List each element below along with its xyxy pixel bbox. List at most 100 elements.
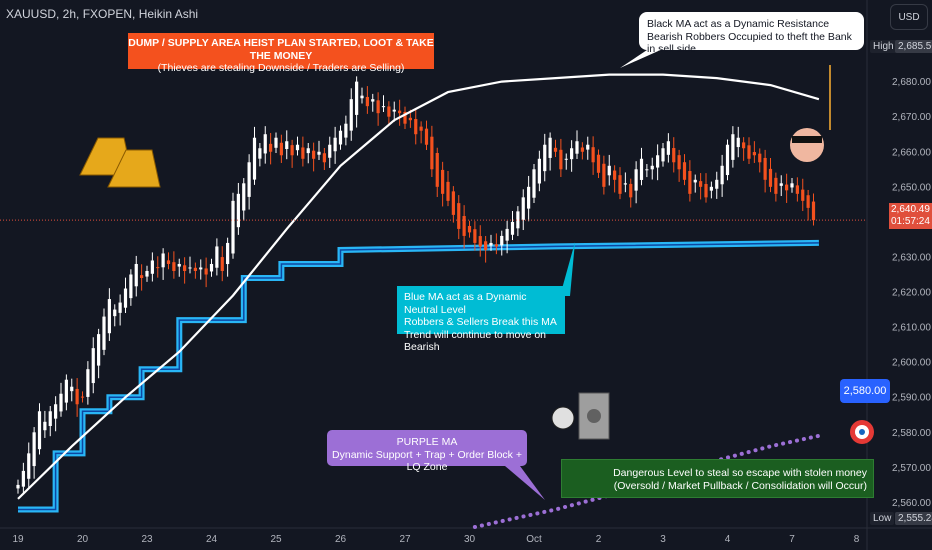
current-price-value: 2,640.49 [891, 204, 930, 215]
x-tick-label: 20 [77, 534, 89, 545]
candle-body [145, 270, 149, 277]
candle-body [779, 183, 783, 186]
x-tick-label: 2 [596, 534, 602, 545]
candle-body [435, 152, 439, 187]
candle-body [586, 144, 590, 150]
candle-body [500, 235, 504, 246]
dump-annotation: DUMP / SUPPLY AREA HEIST PLAN STARTED, L… [128, 33, 434, 74]
candle-body [521, 197, 525, 220]
safe-dial [587, 409, 601, 423]
candle-body [639, 158, 644, 180]
candle-body [548, 137, 552, 158]
y-tick-label: 2,610.00 [892, 323, 931, 334]
black-ma-annotation: Black MA act as a Dynamic Resistance Bea… [639, 12, 864, 55]
blue-callout-pointer [560, 242, 575, 296]
candle-body [118, 302, 122, 313]
candle-body [27, 453, 31, 479]
candle-body [505, 228, 509, 241]
candle-body [430, 136, 434, 170]
candle-body [301, 147, 305, 159]
candle-body [312, 150, 316, 159]
candle-body [704, 183, 708, 198]
x-tick-label: 23 [141, 534, 153, 545]
candle-body [570, 148, 574, 160]
candle-body [166, 260, 171, 264]
blue-ma-annotation: Blue MA act as a Dynamic Neutral Level R… [397, 286, 565, 353]
candle-body [134, 263, 138, 287]
candle-body [553, 147, 558, 152]
purple-ma-line-1: PURPLE MA [396, 436, 458, 448]
candle-body [75, 388, 79, 405]
black-ma-line-2: Bearish Robbers Occupied to theft the Ba… [647, 30, 852, 56]
candle-body [102, 316, 106, 350]
candle-body [403, 111, 407, 124]
candle-body [290, 145, 294, 156]
y-tick-label: 2,620.00 [892, 288, 931, 299]
y-tick-label: 2,650.00 [892, 182, 931, 193]
symbol-title: XAUUSD, 2h, FXOPEN, Heikin Ashi [6, 7, 199, 21]
candle-body [419, 126, 423, 131]
candle-body [161, 253, 165, 268]
candle-body [661, 148, 665, 162]
high-tag: High [870, 40, 897, 53]
candle-body [263, 134, 267, 154]
candle-body [618, 175, 622, 194]
purple-ma-annotation: PURPLE MA Dynamic Support + Trap + Order… [327, 430, 527, 473]
candle-body [699, 181, 703, 187]
robber-icon [790, 128, 824, 162]
candle-body [510, 221, 515, 235]
x-tick-label: 8 [854, 534, 860, 545]
candle-body [188, 267, 192, 269]
candle-body [742, 142, 746, 149]
candle-body [607, 165, 611, 176]
thief-icon [551, 406, 575, 430]
candle-body [414, 118, 418, 135]
candle-body [516, 211, 520, 229]
candle-body [54, 404, 58, 419]
candle-body [451, 191, 455, 215]
candle-body [575, 141, 579, 154]
candle-body [392, 109, 396, 112]
candle-body [317, 151, 321, 155]
candle-body [129, 274, 133, 299]
x-tick-label: 30 [464, 534, 476, 545]
candle-body [768, 168, 773, 187]
candle-body [333, 137, 337, 152]
candle-body [70, 386, 74, 392]
y-tick-label: 2,590.00 [892, 393, 931, 404]
candle-body [763, 157, 767, 180]
y-tick-label: 2,680.00 [892, 77, 931, 88]
candle-body [16, 484, 20, 489]
candle-body [59, 393, 63, 412]
candle-body [371, 99, 375, 102]
candle-body [650, 165, 654, 170]
candle-body [236, 193, 240, 228]
candle-body [532, 169, 536, 198]
candle-body [97, 334, 101, 366]
candle-body [226, 242, 230, 265]
candle-body [774, 177, 778, 194]
candle-body [215, 246, 219, 268]
candle-body [355, 81, 359, 115]
x-tick-label: 3 [660, 534, 666, 545]
x-tick-label: 25 [270, 534, 282, 545]
candle-body [736, 137, 740, 148]
candle-body [209, 263, 214, 272]
candle-body [424, 128, 429, 145]
candle-body [204, 268, 208, 275]
y-tick-label: 2,560.00 [892, 498, 931, 509]
x-tick-label: 24 [206, 534, 218, 545]
candle-body [365, 96, 369, 107]
candle-body [156, 267, 160, 269]
candle-body [252, 137, 257, 180]
candle-body [602, 163, 606, 187]
currency-button[interactable]: USD [890, 4, 928, 30]
candle-body [183, 265, 187, 271]
candle-body [672, 148, 676, 163]
blue-ma-line-3: Trend will continue to move on Bearish [404, 328, 547, 354]
candle-body [709, 186, 713, 191]
low-tag: Low [870, 512, 895, 525]
countdown-value: 01:57:24 [891, 216, 930, 227]
candle-body [446, 181, 450, 201]
